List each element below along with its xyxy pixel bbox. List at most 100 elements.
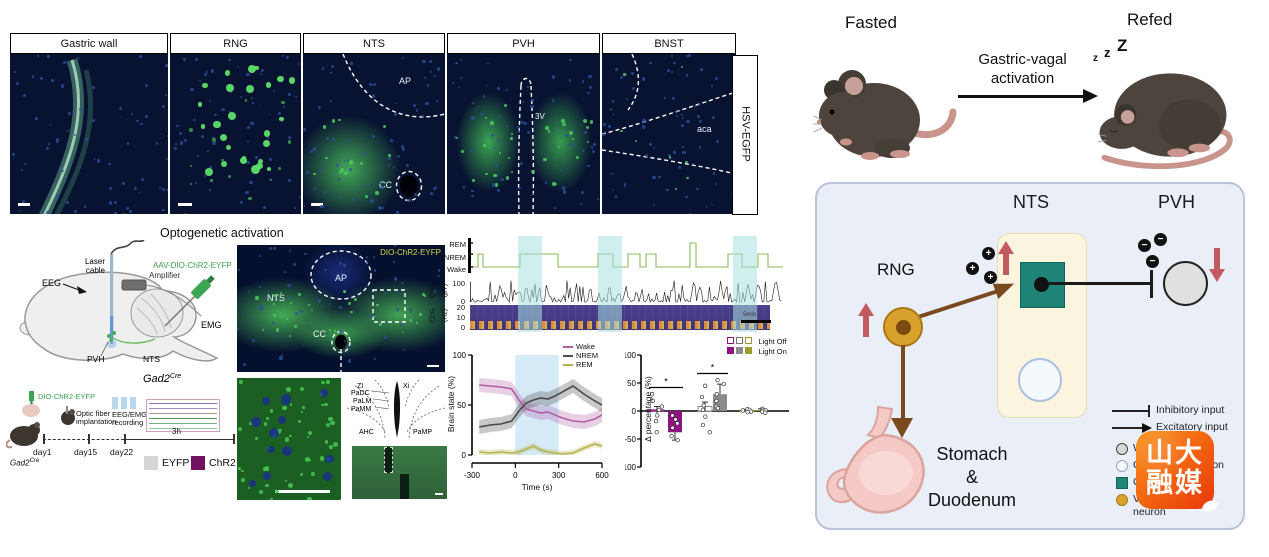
- fluorescence-speckle: [667, 154, 671, 158]
- fluorescence-speckle: [652, 147, 655, 150]
- scatter-dot: [703, 383, 708, 388]
- scatter-dot: [701, 403, 706, 408]
- fluorescence-speckle: [73, 209, 77, 214]
- fluorescence-speckle: [19, 210, 22, 212]
- transition-arrow-shaft: [958, 95, 1083, 98]
- fluorescence-speckle: [140, 177, 144, 182]
- fluorescence-speckle: [312, 147, 317, 151]
- timeline-tick: [88, 434, 90, 444]
- scatter-dot: [715, 378, 720, 383]
- fluorescence-speckle: [50, 78, 54, 82]
- inhibitory-projection-line: [1049, 282, 1152, 285]
- fluorescence-speckle: [179, 141, 183, 145]
- fluorescence-speckle: [184, 139, 188, 143]
- figure-element: [517, 85, 522, 214]
- scatter-dot: [740, 408, 745, 413]
- fluorescence-speckle: [324, 268, 327, 272]
- light-pulse-icon: [112, 397, 118, 409]
- fluorescence-speckle: [642, 119, 646, 123]
- fluorescence-speckle: [522, 101, 525, 104]
- fluorescence-speckle: [250, 122, 254, 126]
- fluorescence-speckle: [415, 109, 419, 113]
- fluorescence-speckle: [494, 163, 499, 167]
- gaba-neuron-node: [1020, 262, 1065, 308]
- fluorescence-speckle: [190, 87, 194, 91]
- syringe-needle: [164, 295, 196, 327]
- fluorescence-speckle: [237, 65, 239, 68]
- fluorescence-speckle: [209, 166, 212, 169]
- fluorescence-speckle: [288, 77, 295, 84]
- figure-element: [563, 355, 573, 358]
- fluorescence-speckle: [304, 456, 310, 462]
- fluorescence-speckle: [246, 140, 249, 143]
- fluorescence-speckle: [511, 132, 514, 135]
- fluorescence-speckle: [698, 146, 702, 150]
- fluorescence-speckle: [579, 202, 583, 206]
- light-stim-band: [518, 236, 542, 332]
- panel-label: RNG: [223, 37, 248, 50]
- fluorescence-speckle: [324, 439, 329, 444]
- fluorescence-speckle: [478, 105, 480, 108]
- fluorescence-speckle: [372, 315, 375, 318]
- fluorescence-speckle: [165, 188, 168, 192]
- figure-element: [866, 405, 894, 440]
- figure-element: [1167, 148, 1189, 158]
- stomach-rng-projection-line: [901, 345, 905, 420]
- fluorescence-speckle: [266, 417, 270, 420]
- fluorescence-speckle: [207, 149, 209, 152]
- scatter-dot: [659, 404, 664, 409]
- eeg-axis-title: EEG: [429, 308, 437, 323]
- fluorescence-speckle: [396, 211, 399, 214]
- fluorescence-speckle: [254, 437, 258, 440]
- fluorescence-speckle: [330, 420, 335, 426]
- fluorescence-speckle: [510, 137, 513, 140]
- fluorescence-speckle: [673, 62, 676, 65]
- label-gad2cre: Gad2Cre: [10, 458, 39, 468]
- fluorescence-speckle: [311, 309, 313, 312]
- fluorescence-speckle: [330, 100, 333, 103]
- time-scale-label: 5min: [743, 312, 757, 318]
- figure-element: [370, 390, 390, 410]
- fluorescence-speckle: [589, 120, 593, 124]
- fluorescence-speckle: [689, 213, 692, 214]
- fluorescence-speckle: [347, 359, 352, 363]
- series-band-nrem: [479, 379, 602, 434]
- fluorescence-speckle: [553, 206, 556, 209]
- label-day15: day15: [74, 447, 98, 457]
- fluorescence-speckle: [371, 135, 375, 139]
- scatter-dot: [670, 425, 675, 430]
- mouse-icon-timeline: [6, 422, 40, 449]
- fluorescence-speckle: [73, 133, 76, 136]
- annotation-nts: NTS: [267, 293, 285, 303]
- fluorescence-speckle: [669, 156, 672, 159]
- fluorescence-speckle: [387, 163, 390, 166]
- fluorescence-speckle: [250, 96, 253, 100]
- fluorescence-speckle: [247, 161, 251, 165]
- fluorescence-speckle: [266, 166, 272, 172]
- fluorescence-speckle: [277, 415, 286, 424]
- fluorescence-speckle: [259, 304, 263, 309]
- fluorescence-speckle: [307, 430, 313, 436]
- fluorescence-speckle: [136, 119, 139, 123]
- fluorescence-speckle: [285, 386, 291, 392]
- scatter-dot: [715, 406, 721, 411]
- scatter-dot: [714, 398, 719, 404]
- fluorescence-speckle: [330, 71, 332, 74]
- fluorescence-speckle: [56, 195, 59, 199]
- atlas-label-pamm: PaMM: [351, 406, 371, 413]
- fluorescence-speckle: [493, 173, 498, 178]
- figure-element: [206, 275, 215, 284]
- micrograph-fiber-track: [352, 446, 447, 499]
- fluorescence-speckle: [55, 141, 58, 144]
- fluorescence-speckle: [503, 104, 507, 108]
- fluorescence-speckle: [688, 54, 691, 58]
- fluorescence-speckle: [194, 181, 198, 185]
- fluorescence-speckle: [338, 306, 343, 310]
- fluorescence-speckle: [432, 186, 437, 190]
- legend-gold-neuron-icon: [1116, 494, 1128, 506]
- minus-badge-icon: −: [1154, 233, 1167, 246]
- atlas-label-pamp: PaMP: [413, 429, 432, 436]
- fluorescence-speckle: [583, 118, 588, 123]
- fluorescence-speckle: [126, 206, 130, 210]
- fluorescence-speckle: [184, 213, 186, 214]
